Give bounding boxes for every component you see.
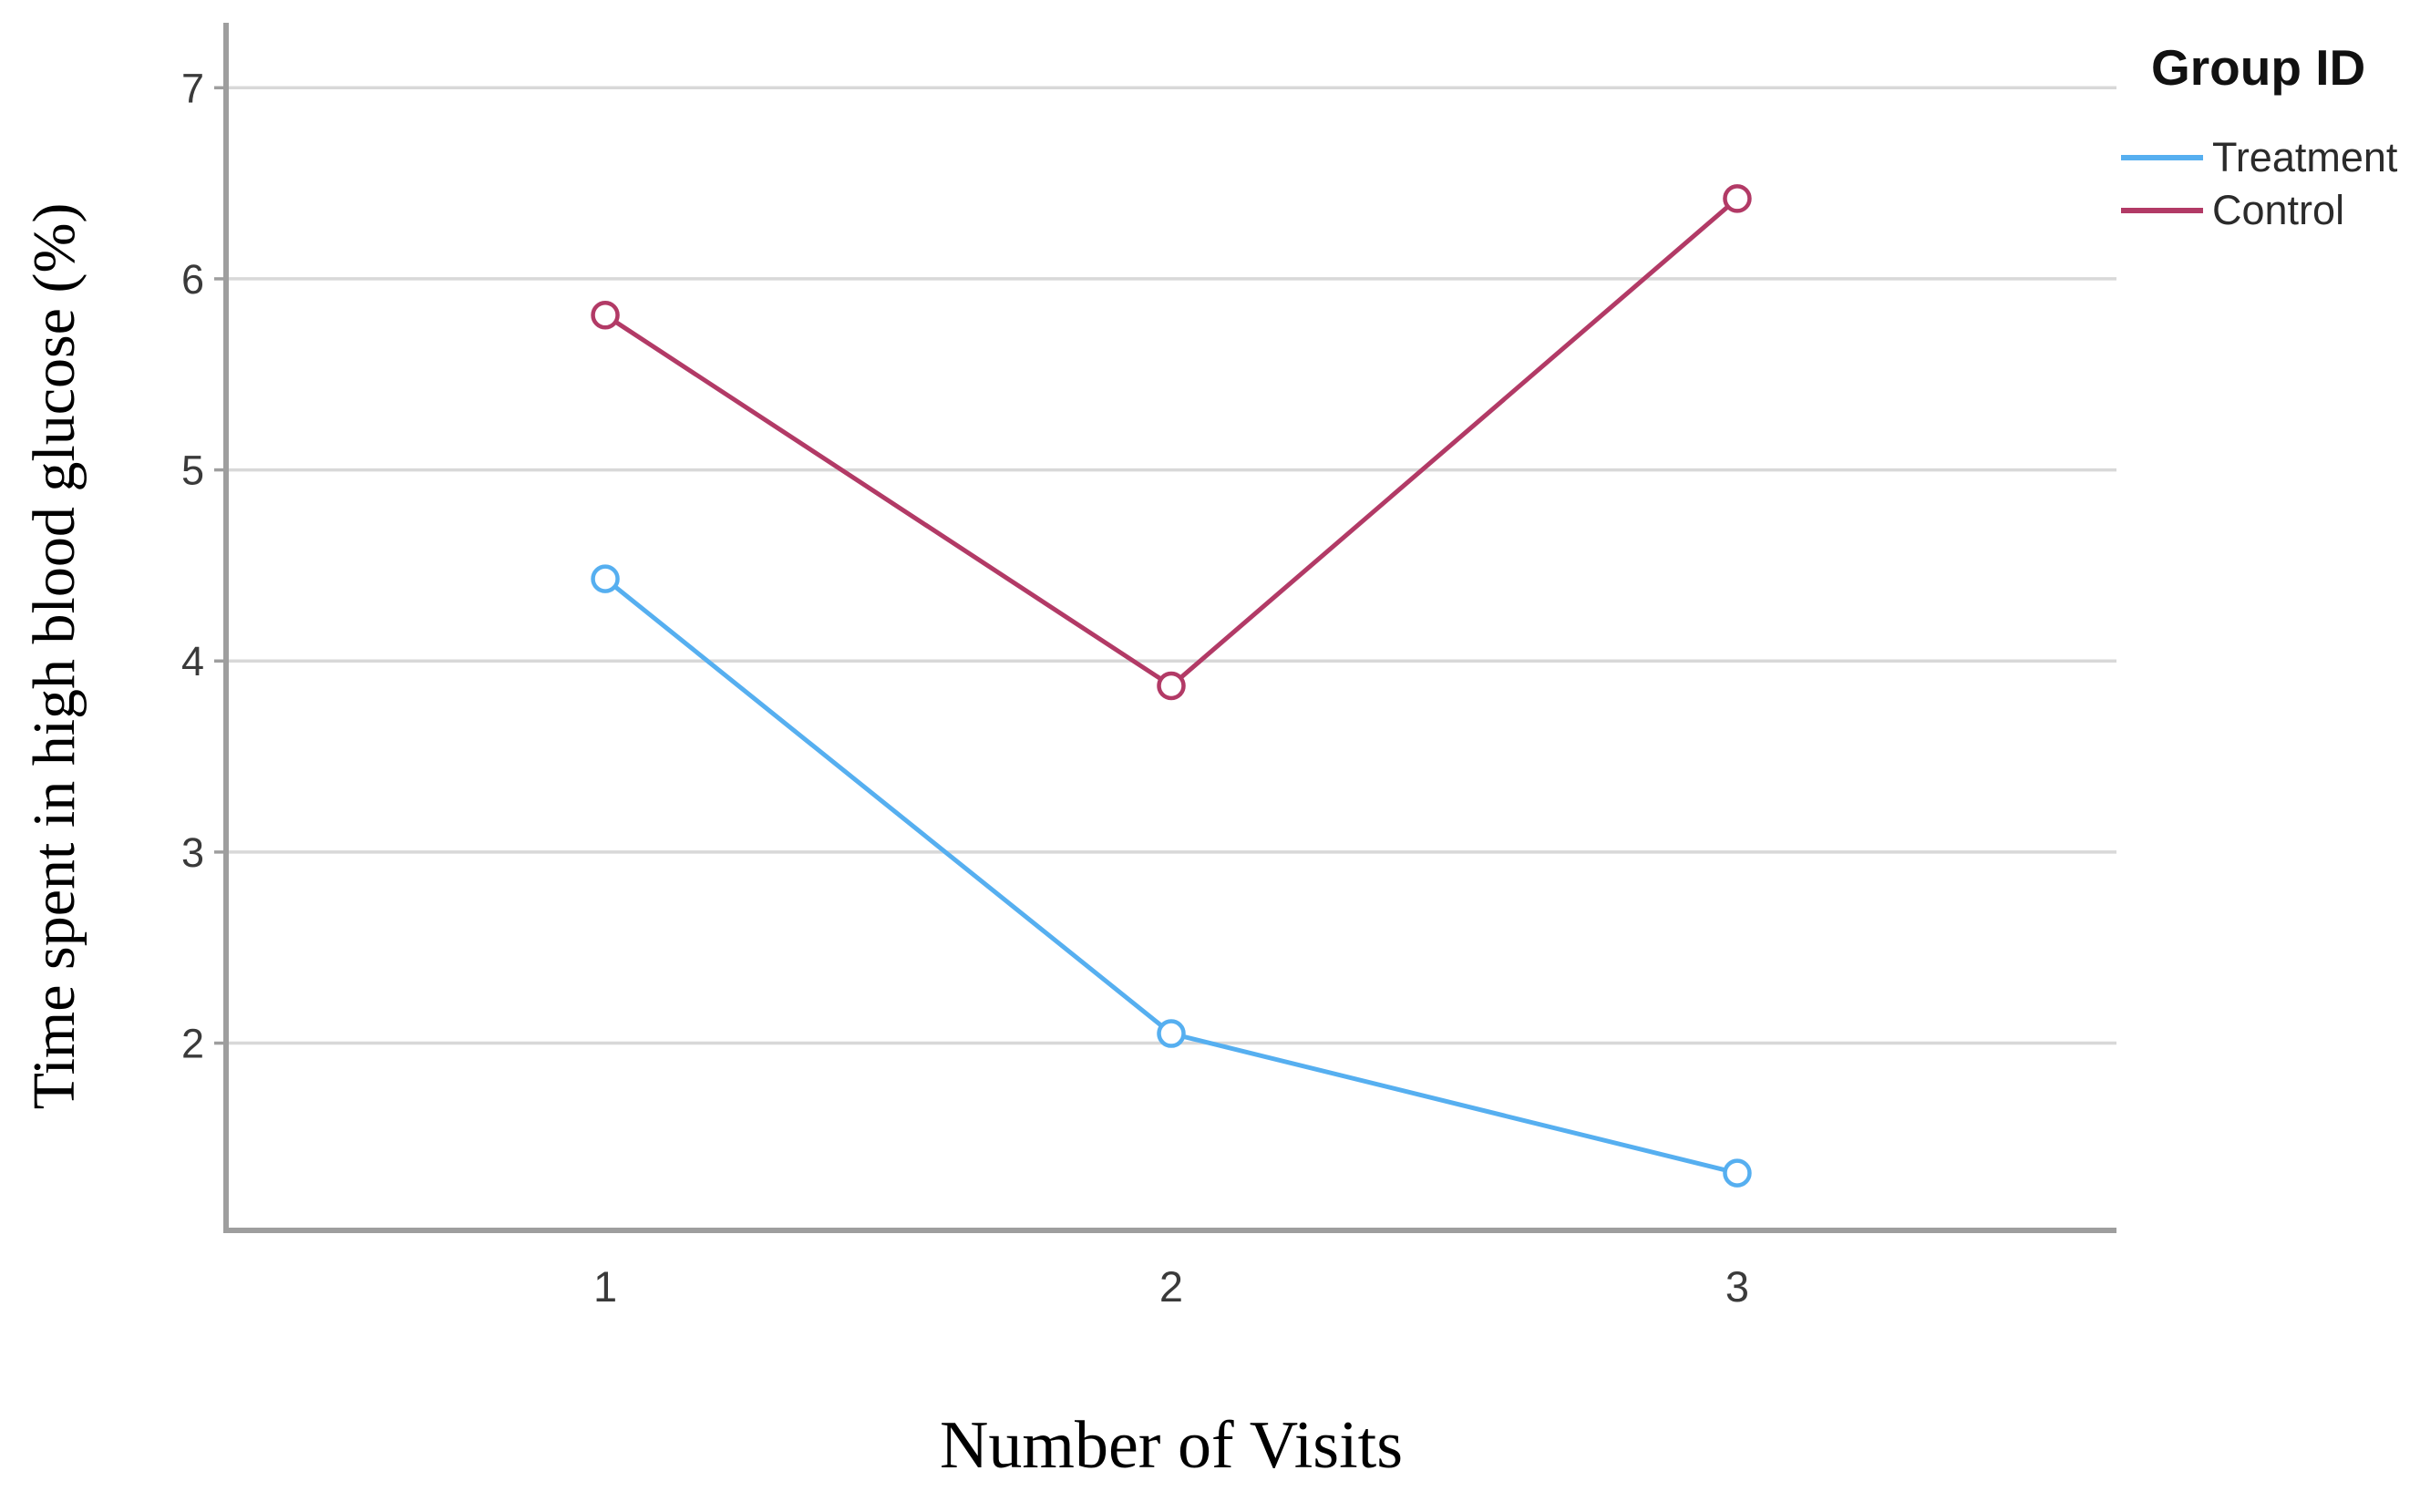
- series-line-treatment: [603, 577, 1738, 1176]
- x-tick-label: 1: [593, 1262, 617, 1311]
- treatment-line-swatch: [2121, 155, 2203, 160]
- x-tick-label: 2: [1159, 1262, 1183, 1311]
- legend: Group ID Treatment Control: [2121, 38, 2420, 237]
- series-line-control: [603, 196, 1739, 689]
- legend-item-label: Control: [2212, 187, 2345, 233]
- x-axis-title: Number of Visits: [939, 1408, 1404, 1483]
- data-point-marker-control: [1157, 671, 1186, 701]
- data-point-marker-control: [591, 301, 620, 330]
- y-axis-title: Time spent in high blood glucose (%): [21, 202, 88, 1110]
- y-tick-label: 6: [181, 256, 204, 303]
- data-point-marker-treatment: [591, 564, 620, 593]
- legend-item-control: Control: [2121, 184, 2420, 237]
- y-tick-label: 5: [181, 447, 204, 494]
- y-tick-label: 7: [181, 65, 204, 111]
- y-tick-label: 4: [181, 638, 204, 684]
- legend-item-label: Treatment: [2212, 134, 2398, 180]
- data-point-marker-treatment: [1723, 1158, 1752, 1188]
- y-tick-label: 2: [181, 1021, 204, 1067]
- control-line-swatch: [2121, 208, 2203, 213]
- y-tick-label: 3: [181, 829, 204, 876]
- legend-item-treatment: Treatment: [2121, 131, 2420, 184]
- data-point-marker-control: [1723, 184, 1752, 213]
- x-tick-label: 3: [1725, 1262, 1749, 1311]
- legend-title: Group ID: [2151, 39, 2366, 96]
- data-point-marker-treatment: [1157, 1019, 1186, 1048]
